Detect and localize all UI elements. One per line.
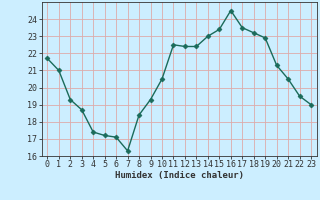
X-axis label: Humidex (Indice chaleur): Humidex (Indice chaleur)	[115, 171, 244, 180]
